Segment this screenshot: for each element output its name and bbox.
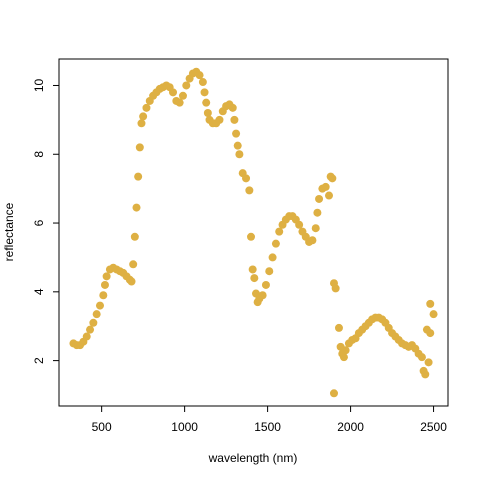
point — [130, 232, 139, 241]
point — [329, 389, 338, 398]
plot-box — [58, 58, 449, 407]
y-tick-label: 6 — [32, 219, 46, 226]
point — [202, 98, 211, 107]
point — [203, 108, 212, 117]
y-tick-label: 4 — [32, 288, 46, 295]
point — [328, 174, 337, 183]
point — [233, 141, 242, 150]
point — [198, 78, 207, 87]
y-tick-label: 10 — [32, 78, 46, 92]
y-tick-label: 8 — [32, 151, 46, 158]
point — [268, 253, 277, 262]
point — [258, 291, 267, 300]
point — [424, 358, 433, 367]
point — [265, 267, 274, 276]
x-tick-label: 1500 — [254, 420, 281, 434]
point — [135, 143, 144, 152]
point — [247, 232, 256, 241]
point — [175, 98, 184, 107]
point — [315, 194, 324, 203]
point — [341, 346, 350, 355]
point — [417, 353, 426, 362]
point — [100, 280, 109, 289]
x-tick-label: 500 — [92, 420, 112, 434]
x-tick-label: 2000 — [337, 420, 364, 434]
point — [250, 274, 259, 283]
y-tick-label: 2 — [32, 357, 46, 364]
point — [228, 103, 237, 112]
point — [92, 310, 101, 319]
point — [134, 172, 143, 181]
point — [129, 260, 138, 269]
point — [248, 265, 257, 274]
point — [182, 81, 191, 90]
point — [102, 272, 111, 281]
point — [99, 291, 108, 300]
point — [339, 353, 348, 362]
x-tick-label: 2500 — [420, 420, 447, 434]
point — [295, 220, 304, 229]
point — [169, 88, 178, 97]
point — [421, 370, 430, 379]
point — [275, 227, 284, 236]
point — [331, 284, 340, 293]
x-axis-label: wavelength (nm) — [208, 451, 298, 465]
point — [215, 115, 224, 124]
point — [271, 239, 280, 248]
point — [232, 129, 241, 138]
point — [86, 325, 95, 334]
point — [308, 236, 317, 245]
point — [235, 150, 244, 159]
point — [325, 191, 334, 200]
point — [195, 71, 204, 80]
point — [242, 174, 251, 183]
point — [178, 91, 187, 100]
point — [261, 280, 270, 289]
point — [321, 182, 330, 191]
point — [311, 224, 320, 233]
point — [426, 299, 435, 308]
point — [89, 318, 98, 327]
point — [127, 277, 136, 286]
point — [429, 310, 438, 319]
y-axis-label: reflectance — [2, 202, 16, 261]
point — [245, 186, 254, 195]
point — [200, 88, 209, 97]
point — [230, 115, 239, 124]
point — [137, 119, 146, 128]
point — [139, 112, 148, 121]
point — [426, 329, 435, 338]
x-tick-label: 1000 — [171, 420, 198, 434]
point — [82, 332, 91, 341]
point — [334, 323, 343, 332]
point — [313, 208, 322, 217]
point — [132, 203, 141, 212]
point — [95, 301, 104, 310]
point — [142, 103, 151, 112]
